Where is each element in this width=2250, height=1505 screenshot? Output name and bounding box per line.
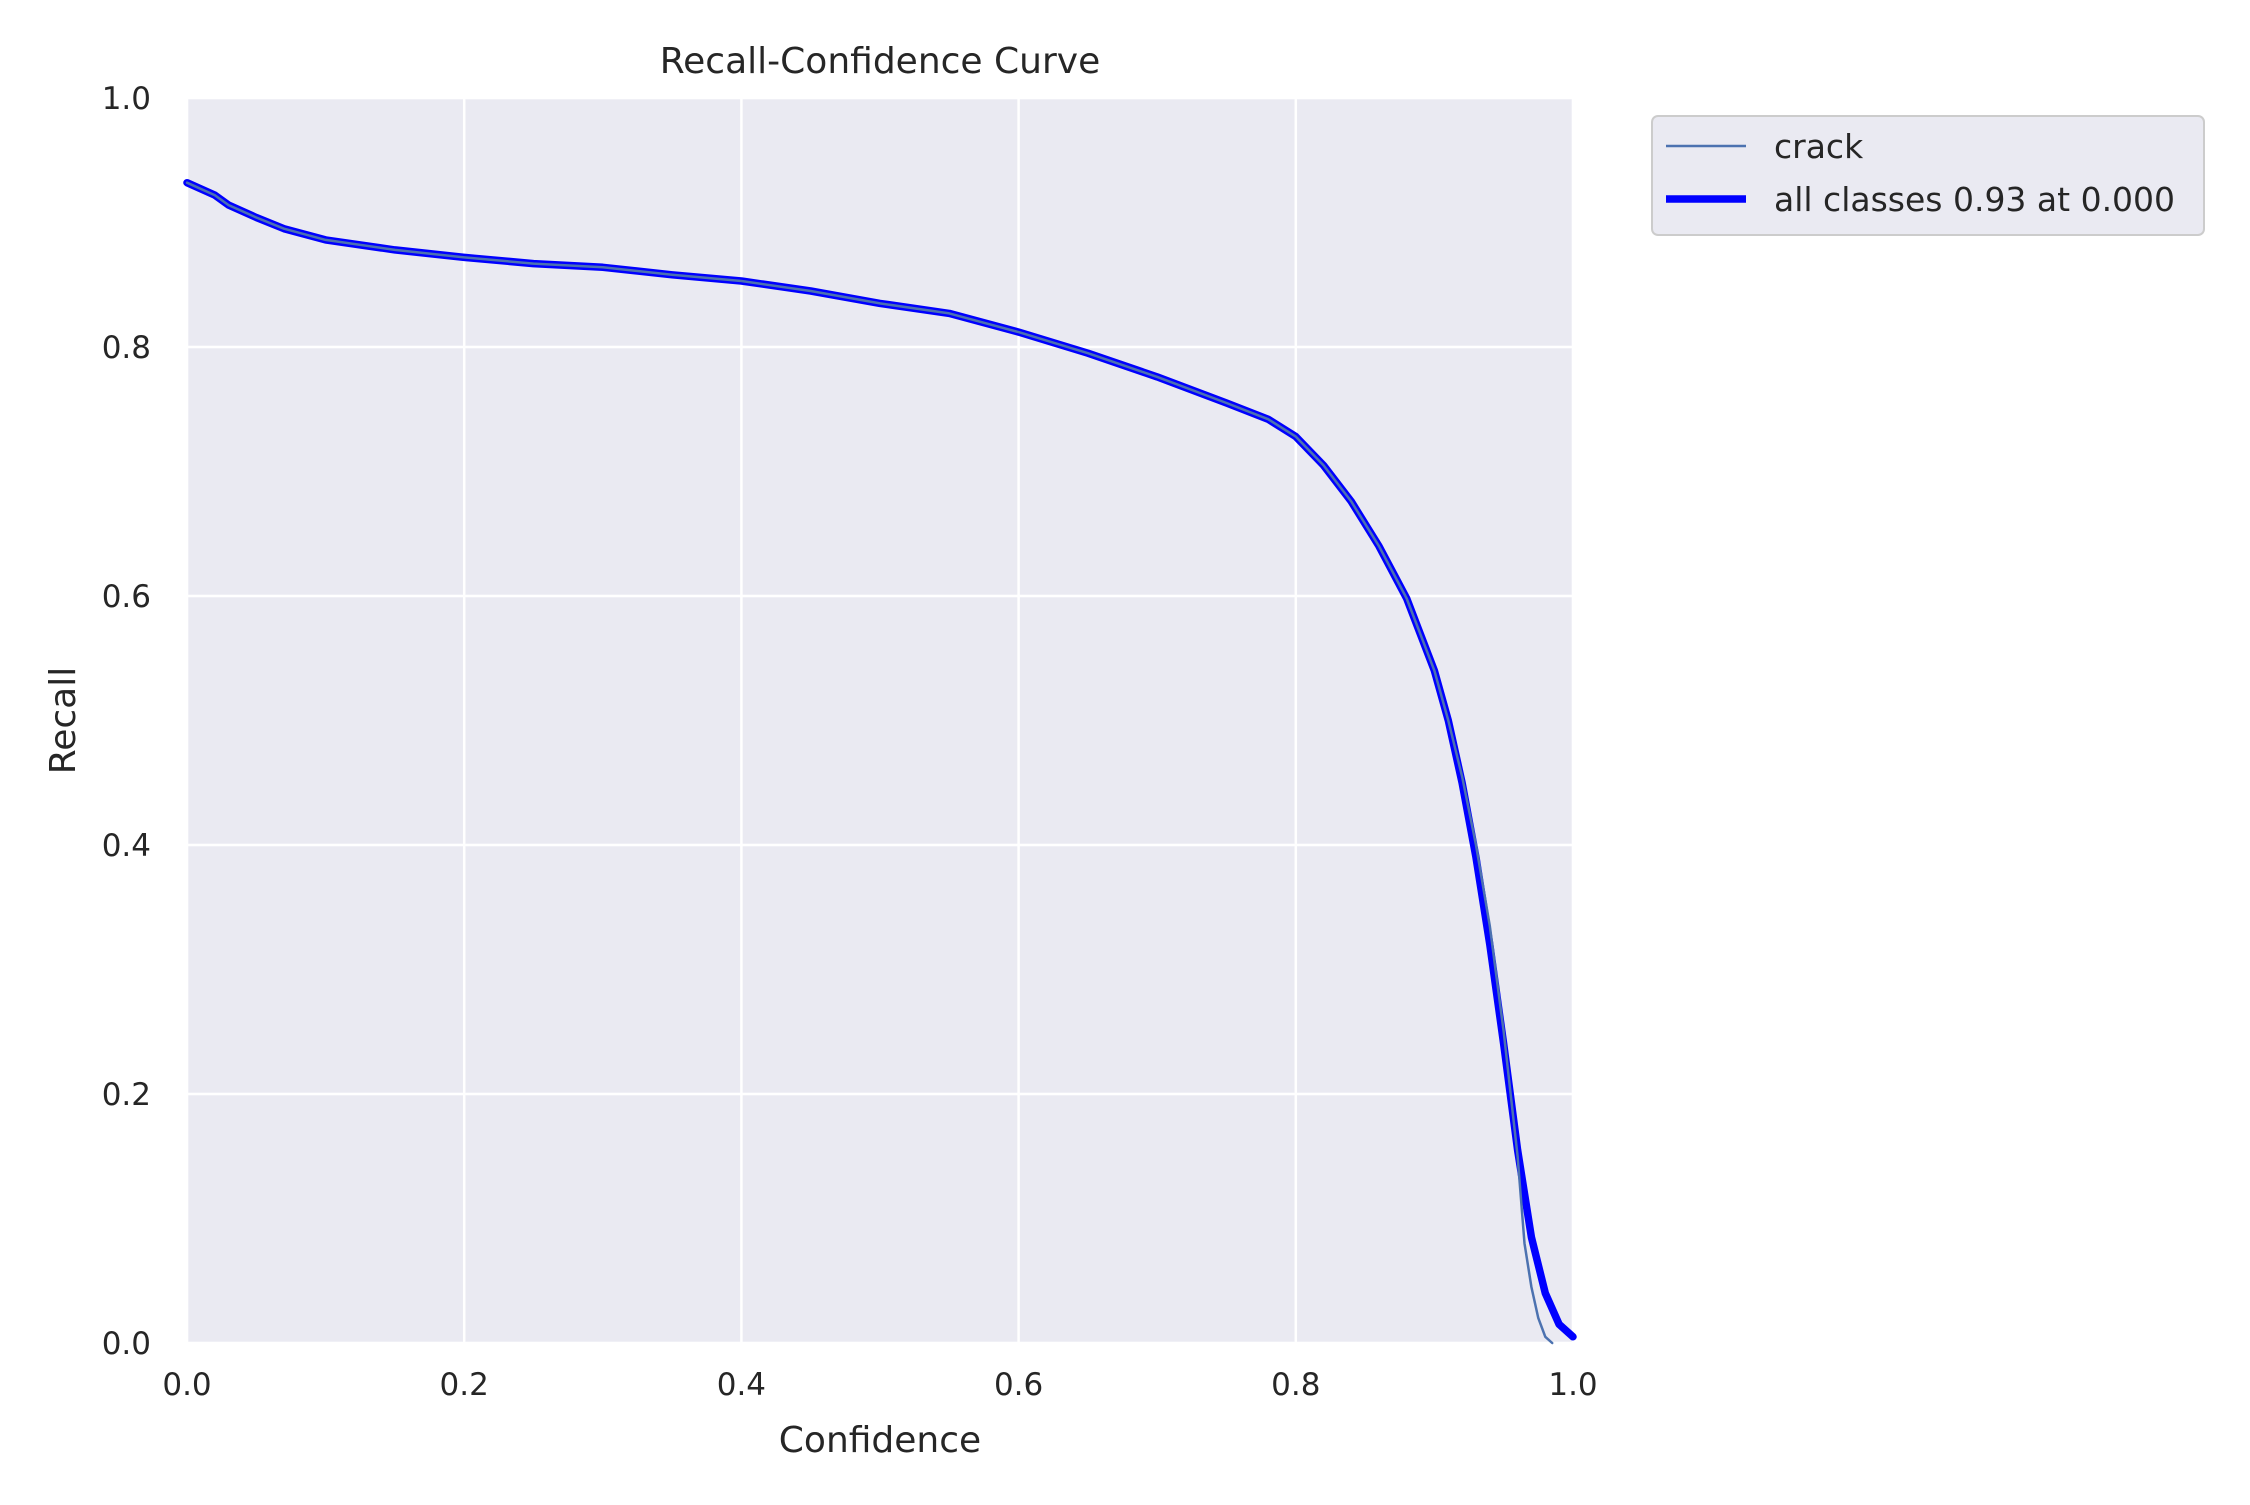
- y-tick-label: 0.2: [102, 1077, 151, 1113]
- x-tick-label: 1.0: [1548, 1367, 1597, 1403]
- legend: crack all classes 0.93 at 0.000: [1651, 115, 2205, 236]
- y-tick-label: 0.0: [102, 1326, 151, 1362]
- y-tick-labels: 0.0 0.2 0.4 0.6 0.8 1.0: [102, 81, 151, 1362]
- x-tick-labels: 0.0 0.2 0.4 0.6 0.8 1.0: [162, 1367, 1597, 1403]
- x-tick-label: 0.0: [162, 1367, 211, 1403]
- series-lines: [183, 178, 1577, 1345]
- x-tick-label: 0.2: [440, 1367, 489, 1403]
- x-tick-label: 0.6: [994, 1367, 1043, 1403]
- y-tick-label: 0.6: [102, 579, 151, 615]
- series-line-0: [185, 181, 1554, 1345]
- y-tick-label: 0.4: [102, 828, 151, 864]
- x-tick-label: 0.4: [717, 1367, 766, 1403]
- x-axis-label: Confidence: [779, 1420, 981, 1461]
- legend-box: [1651, 115, 2205, 236]
- chart-title: Recall-Confidence Curve: [660, 41, 1100, 82]
- y-tick-label: 0.8: [102, 330, 151, 366]
- y-tick-label: 1.0: [102, 81, 151, 117]
- legend-entry-all-classes: all classes 0.93 at 0.000: [1774, 180, 2175, 219]
- y-axis-label: Recall: [43, 667, 84, 774]
- plot-background: [187, 98, 1573, 1343]
- grid-lines: [185, 96, 1575, 1345]
- x-tick-label: 0.8: [1271, 1367, 1320, 1403]
- legend-entry-crack: crack: [1774, 127, 1864, 166]
